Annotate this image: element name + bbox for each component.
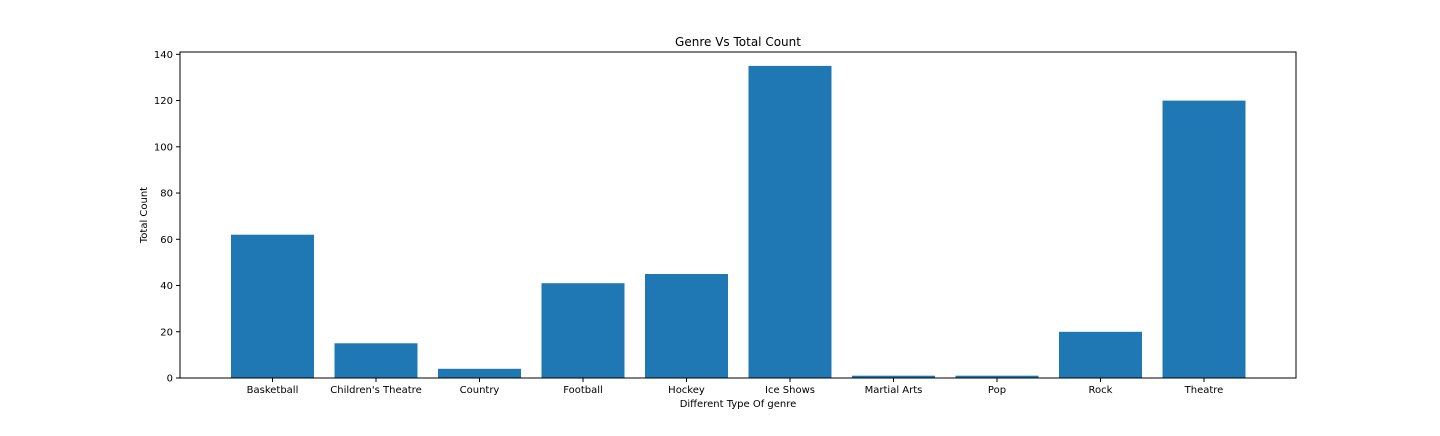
bar-ice-shows	[748, 65, 832, 379]
x-tick-label: Children's Theatre	[330, 385, 421, 396]
bar-children-s-theatre	[334, 343, 418, 378]
y-tick-label: 120	[154, 96, 173, 107]
bar-theatre	[1162, 100, 1246, 378]
x-tick-label: Country	[460, 385, 500, 396]
x-tick-label: Martial Arts	[865, 385, 923, 396]
x-tick-label: Ice Shows	[765, 385, 815, 396]
y-tick-label: 40	[160, 281, 173, 292]
y-tick-label: 80	[160, 189, 173, 200]
y-tick-label: 140	[154, 50, 173, 61]
x-tick-label: Basketball	[247, 385, 299, 396]
bar-hockey	[645, 274, 728, 378]
chart-title: Genre Vs Total Count	[675, 35, 801, 49]
x-tick-label: Hockey	[668, 385, 705, 396]
bar-football	[541, 283, 625, 378]
x-tick-label: Rock	[1089, 385, 1113, 396]
y-tick-label: 20	[160, 327, 173, 338]
y-tick-label: 60	[160, 235, 173, 246]
y-axis-ticks: 0 20 40 60 80 100 120 140	[154, 50, 180, 385]
x-tick-label: Pop	[988, 385, 1006, 396]
bar-basketball	[231, 234, 314, 378]
x-tick-label: Football	[563, 385, 603, 396]
bar-country	[438, 368, 521, 378]
y-tick-label: 100	[154, 142, 173, 153]
bars-layer	[231, 65, 1246, 379]
bar-rock	[1059, 331, 1142, 378]
bar-pop	[955, 375, 1039, 378]
bar-martial-arts	[852, 375, 935, 378]
y-tick-label: 0	[167, 374, 173, 385]
x-tick-label: Theatre	[1184, 385, 1224, 396]
x-axis-title: Different Type Of genre	[680, 399, 797, 410]
x-axis-ticks: Basketball Children's Theatre Country Footb…	[247, 378, 1224, 396]
plot-frame	[179, 51, 1297, 379]
y-axis-title: Total Count	[139, 187, 150, 244]
